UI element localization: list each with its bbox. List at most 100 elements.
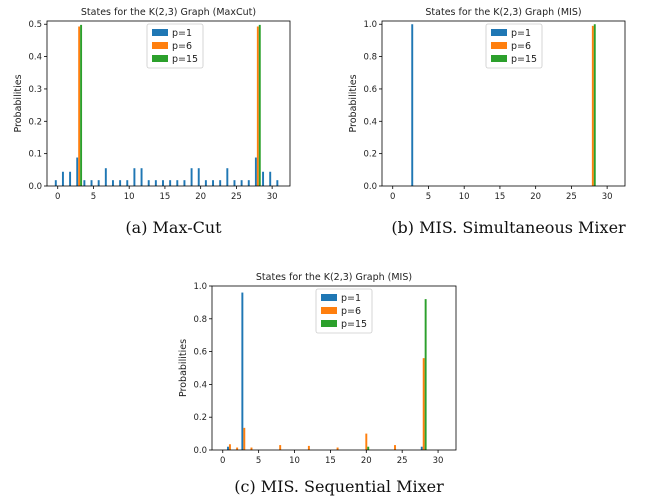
bar-p1-state-12 [140, 168, 143, 186]
x-tick-label: 20 [530, 192, 541, 202]
bar-p1-state-18 [183, 180, 186, 186]
y-tick-label: 0.6 [363, 85, 377, 95]
bar-p15-state-28 [593, 24, 596, 186]
bar-p1-state-3 [241, 292, 244, 450]
x-tick-label: 15 [325, 456, 336, 466]
legend-label: p=15 [341, 319, 367, 330]
legend: p=1 p=6 p=15 [485, 23, 543, 69]
legend: p=1 p=6 p=15 [315, 288, 373, 334]
plot-frame [46, 20, 291, 187]
bar-p1-state-1 [227, 446, 229, 450]
bar-p1-state-14 [154, 180, 157, 186]
bar-p15-state-3 [80, 24, 83, 186]
y-tick-label: 0.4 [363, 117, 377, 127]
bar-p1-state-10 [126, 180, 129, 186]
bar-p1-state-3 [76, 157, 79, 186]
y-tick-label: 0.0 [28, 182, 42, 192]
legend-swatch-p6 [491, 42, 507, 49]
y-tick-label: 1.0 [193, 282, 207, 292]
bar-p1-state-24 [226, 168, 229, 186]
bar-p1-state-8 [112, 180, 114, 186]
bar-p1-state-0 [54, 180, 57, 186]
chart-title: States for the K(2,3) Graph (MIS) [256, 272, 412, 283]
x-tick-label: 5 [256, 456, 261, 466]
bar-p6-state-12 [307, 445, 310, 450]
bar-p1-state-31 [276, 180, 279, 186]
x-tick-label: 20 [195, 192, 206, 202]
legend: p=1 p=6 p=15 [146, 23, 204, 69]
y-tick-label: 0.8 [363, 53, 377, 63]
legend-swatch-p1 [491, 29, 507, 36]
bar-p1-state-11 [133, 168, 136, 186]
x-tick-label: 10 [289, 456, 300, 466]
y-tick-label: 0.1 [28, 150, 42, 160]
bar-p6-state-16 [336, 447, 339, 450]
plot-frame [211, 285, 457, 451]
bar-p1-state-4 [83, 180, 86, 186]
x-tick-label: 0 [220, 456, 225, 466]
y-tick-label: 0.2 [193, 413, 207, 423]
bar-p1-state-2 [69, 171, 72, 186]
x-tick-label: 20 [361, 456, 372, 466]
bar-p1-state-7 [104, 168, 107, 186]
bar-p15-state-20 [367, 446, 370, 450]
y-tick-label: 0.2 [363, 150, 377, 160]
x-tick-label: 10 [459, 192, 470, 202]
figure-caption: (c) MIS. Sequential Mixer [234, 477, 444, 496]
figure-caption: (a) Max-Cut [125, 218, 222, 237]
bar-p1-state-29 [262, 171, 265, 186]
chart-mis-simultaneous: 0 5 10 15 20 25 30 0.0 0.2 0.4 0.6 0.8 1.0 States for… [348, 7, 626, 237]
bar-p1-state-15 [162, 180, 164, 186]
bar-p1-state-28 [420, 446, 423, 450]
x-tick-label: 25 [397, 456, 408, 466]
y-tick-label: 0.2 [28, 117, 42, 127]
bar-p1-state-3 [411, 24, 414, 186]
bar-p1-state-16 [169, 180, 172, 186]
bar-p6-state-1 [228, 444, 231, 450]
y-axis-label: Probabilities [178, 339, 189, 397]
legend-swatch-p15 [152, 55, 168, 62]
y-tick-label: 0.4 [193, 380, 207, 390]
bar-p1-state-30 [269, 171, 272, 186]
legend-swatch-p15 [491, 55, 507, 62]
bar-p1-state-28 [254, 157, 257, 186]
bar-p6-state-3 [243, 427, 246, 450]
x-tick-label: 30 [602, 192, 613, 202]
y-tick-label: 0.0 [193, 446, 207, 456]
bar-p6-state-3 [78, 26, 81, 186]
y-axis-label: Probabilities [13, 74, 24, 132]
bar-p1-state-26 [240, 180, 243, 186]
x-tick-label: 0 [55, 192, 60, 202]
bar-p1-state-13 [147, 180, 150, 186]
bar-p15-state-28 [424, 299, 427, 450]
x-tick-label: 5 [426, 192, 431, 202]
figure-caption: (b) MIS. Simultaneous Mixer [391, 218, 626, 237]
x-tick-label: 30 [267, 192, 278, 202]
bar-p6-state-28 [422, 358, 425, 450]
bar-p6-state-28 [591, 25, 594, 186]
x-tick-label: 25 [231, 192, 242, 202]
y-tick-label: 1.0 [363, 20, 377, 30]
y-tick-label: 0.6 [193, 348, 207, 358]
chart-title: States for the K(2,3) Graph (MIS) [425, 7, 581, 18]
legend-swatch-p1 [321, 294, 337, 301]
bar-p6-state-2 [236, 447, 239, 450]
bar-p1-state-25 [233, 180, 236, 186]
bar-p1-state-20 [197, 168, 200, 186]
legend-swatch-p1 [152, 29, 168, 36]
legend-label: p=6 [511, 41, 531, 52]
legend-label: p=1 [341, 293, 361, 304]
bar-p1-state-5 [90, 180, 93, 186]
y-tick-label: 0.3 [28, 85, 42, 95]
chart-title: States for the K(2,3) Graph (MaxCut) [81, 7, 256, 18]
x-tick-label: 30 [433, 456, 444, 466]
plot-frame [381, 20, 626, 187]
y-tick-label: 0.5 [28, 20, 42, 30]
bar-p6-state-20 [365, 433, 368, 450]
legend-label: p=6 [341, 306, 361, 317]
bar-p1-state-21 [204, 180, 207, 186]
legend-swatch-p6 [321, 307, 337, 314]
bar-p1-state-9 [119, 180, 122, 186]
legend-label: p=6 [172, 41, 192, 52]
